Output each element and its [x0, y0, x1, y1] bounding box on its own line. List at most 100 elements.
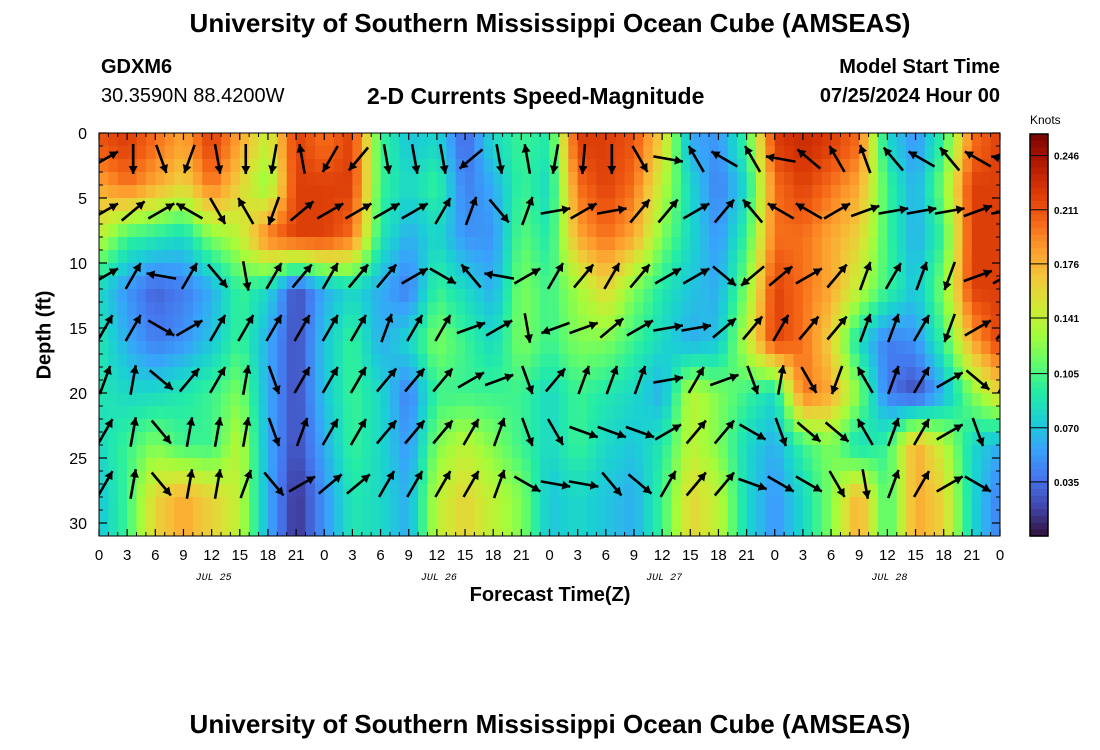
heatmap-cell	[821, 432, 832, 446]
heatmap-cell	[192, 237, 203, 251]
heatmap-cell	[446, 458, 457, 472]
heatmap-cell	[793, 393, 804, 407]
heatmap-cell	[671, 185, 682, 199]
heatmap-cell	[127, 198, 138, 212]
heatmap-cell	[418, 341, 429, 355]
heatmap-cell	[953, 315, 964, 329]
heatmap-cell	[399, 380, 410, 394]
heatmap-cell	[690, 211, 701, 225]
heatmap-cell	[662, 380, 673, 394]
heatmap-cell	[924, 289, 935, 303]
heatmap-cell	[221, 263, 231, 277]
heatmap-cell	[971, 159, 982, 173]
heatmap-cell	[624, 432, 635, 446]
heatmap-cell	[221, 133, 231, 147]
heatmap-cell	[633, 484, 644, 498]
heatmap-cell	[427, 159, 438, 173]
heatmap-cell	[436, 159, 447, 173]
heatmap-cell	[474, 523, 485, 536]
heatmap-cell	[183, 263, 194, 277]
heatmap-cell	[99, 211, 109, 225]
heatmap-cell	[267, 211, 278, 225]
heatmap-cell	[680, 146, 691, 160]
heatmap-cell	[540, 393, 551, 407]
heatmap-cell	[493, 393, 504, 407]
heatmap-cell	[352, 497, 363, 511]
heatmap-cell	[249, 159, 260, 173]
heatmap-cell	[239, 354, 250, 368]
heatmap-cell	[436, 458, 447, 472]
current-vector	[267, 365, 281, 395]
heatmap-cell	[483, 432, 494, 446]
current-vector	[485, 319, 513, 337]
heatmap-cell	[155, 393, 166, 407]
heatmap-cell	[962, 367, 973, 381]
heatmap-cell	[615, 328, 626, 342]
heatmap-cell	[709, 185, 720, 199]
heatmap-cell	[446, 341, 457, 355]
heatmap-cell	[558, 159, 569, 173]
heatmap-cell	[587, 185, 598, 199]
heatmap-cell	[943, 185, 954, 199]
heatmap-cell	[521, 510, 532, 524]
heatmap-cell	[680, 393, 691, 407]
heatmap-cell	[465, 419, 476, 433]
heatmap-cell	[558, 445, 569, 459]
heatmap-cell	[174, 159, 185, 173]
heatmap-cell	[183, 510, 194, 524]
heatmap-cell	[671, 289, 682, 303]
heatmap-cell	[690, 263, 701, 277]
heatmap-cell	[483, 484, 494, 498]
heatmap-cell	[765, 328, 776, 342]
heatmap-cell	[333, 146, 344, 160]
heatmap-cell	[521, 302, 532, 316]
heatmap-cell	[361, 380, 372, 394]
heatmap-cell	[258, 510, 269, 524]
heatmap-cell	[502, 354, 513, 368]
heatmap-cell	[286, 380, 297, 394]
heatmap-cell	[887, 289, 898, 303]
heatmap-cell	[784, 393, 795, 407]
heatmap-cell	[633, 302, 644, 316]
heatmap-cell	[737, 263, 748, 277]
heatmap-cell	[727, 172, 738, 186]
heatmap-cell	[474, 198, 485, 212]
heatmap-cell	[924, 419, 935, 433]
heatmap-cell	[868, 289, 879, 303]
heatmap-cell	[117, 497, 128, 511]
heatmap-cell	[474, 250, 485, 264]
heatmap-cell	[934, 146, 945, 160]
heatmap-cell	[671, 523, 682, 536]
current-vector	[349, 314, 368, 342]
heatmap-cell	[389, 224, 400, 238]
heatmap-cell	[633, 510, 644, 524]
heatmap-cell	[737, 302, 748, 316]
current-vector	[627, 473, 653, 495]
heatmap-cell	[502, 250, 513, 264]
heatmap-cell	[455, 484, 466, 498]
heatmap-cell	[690, 198, 701, 212]
heatmap-cell	[249, 302, 260, 316]
heatmap-cell	[136, 146, 147, 160]
heatmap-cell	[305, 432, 316, 446]
heatmap-cell	[455, 276, 466, 290]
heatmap-cell	[483, 133, 494, 147]
heatmap-cell	[286, 237, 297, 251]
heatmap-cell	[136, 224, 147, 238]
heatmap-cell	[455, 263, 466, 277]
heatmap-cell	[652, 237, 663, 251]
heatmap-cell	[887, 133, 898, 147]
x-tick-label: 9	[179, 547, 187, 564]
current-vector	[375, 263, 398, 289]
heatmap-cell	[737, 458, 748, 472]
current-vector	[964, 319, 992, 337]
heatmap-cell	[727, 211, 738, 225]
heatmap-cell	[981, 133, 992, 147]
heatmap-cell	[605, 432, 616, 446]
heatmap-cell	[774, 510, 785, 524]
heatmap-cell	[915, 224, 926, 238]
heatmap-cell	[718, 263, 729, 277]
heatmap-cell	[277, 497, 288, 511]
heatmap-cell	[746, 276, 757, 290]
heatmap-cell	[108, 315, 119, 329]
